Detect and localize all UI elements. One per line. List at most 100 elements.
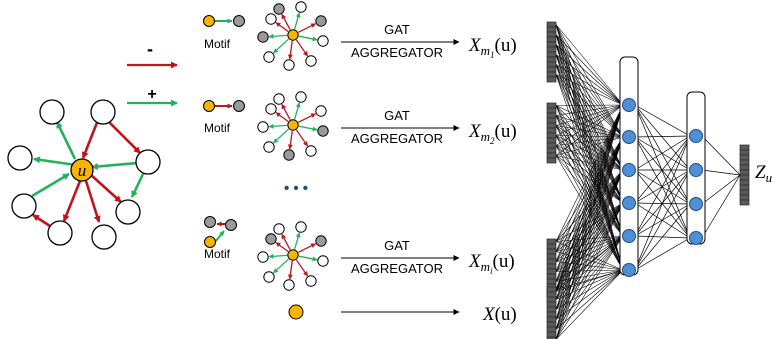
subgraph-edge: [281, 13, 291, 31]
mlp-edge: [555, 74, 624, 138]
mlp-edge: [634, 135, 691, 171]
vector-cell: [546, 316, 557, 323]
mlp-edge: [555, 202, 624, 330]
mlp-edge: [634, 136, 691, 171]
mlp-edge: [555, 54, 624, 106]
subgraph-center-node: [287, 29, 299, 41]
vector-cell: [546, 273, 557, 280]
subgraph-edge: [294, 12, 301, 30]
mlp-edge: [634, 104, 691, 137]
vector-cell: [546, 137, 557, 144]
mlp-edge: [555, 24, 624, 138]
vector-cell: [739, 159, 750, 166]
mlp-edge: [634, 135, 691, 237]
subgraph-edge: [294, 232, 301, 250]
subgraph-edge: [298, 255, 318, 262]
vector-cell: [546, 41, 557, 48]
vector-cell: [739, 144, 750, 151]
mlp-edge: [555, 136, 624, 339]
mlp-edge: [555, 169, 624, 330]
hidden-node: [622, 163, 636, 177]
subgraph-node: [265, 103, 277, 115]
subgraph-node: [305, 145, 317, 157]
mlp-edge: [555, 169, 624, 272]
vector-cell: [546, 311, 557, 318]
mlp-edge: [555, 64, 624, 204]
subgraph-node: [295, 1, 307, 13]
mlp-edge: [555, 202, 624, 339]
mlp-edge: [555, 64, 624, 106]
mlp-edge: [555, 44, 624, 171]
subgraph-edge: [268, 33, 288, 39]
mlp-edge: [555, 169, 624, 300]
ellipsis-dots: • • •: [284, 180, 308, 197]
mlp-edge: [555, 269, 624, 330]
subgraph-node: [305, 55, 317, 67]
mlp-edge: [555, 235, 624, 330]
vector-m2: [546, 102, 557, 164]
subgraph-node: [263, 51, 275, 63]
hidden-node: [622, 98, 636, 112]
motif-i-label: Motif: [204, 247, 231, 261]
subgraph-edge: [298, 243, 317, 253]
vector-cell: [546, 31, 557, 38]
mlp-hidden-nodes: [622, 98, 703, 277]
vector-cell: [546, 336, 557, 339]
mlp-edge: [555, 104, 624, 106]
aggregator-1-line2: AGGREGATOR: [351, 45, 443, 60]
mlp-edge: [555, 44, 624, 138]
mlp-edge: [634, 104, 691, 205]
hidden-node: [622, 196, 636, 210]
mlp-edge: [555, 169, 624, 282]
hidden-node: [622, 229, 636, 243]
subgraph-node: [295, 91, 307, 103]
subgraph-edge: [298, 35, 318, 42]
mlp-edge: [555, 104, 624, 136]
mlp-edge: [555, 24, 624, 171]
vector-cell: [546, 127, 557, 134]
mlp-edge: [634, 135, 691, 204]
vector-cell: [546, 326, 557, 333]
mlp-edge: [555, 44, 624, 204]
vector-cell: [546, 147, 557, 154]
vector-cell: [546, 46, 557, 53]
motif-2-label: Motif: [204, 121, 231, 135]
mlp-edge: [701, 135, 741, 176]
subgraph-edge: [298, 113, 317, 123]
edge-sign-legend: - +: [127, 39, 178, 107]
subgraph-node: [295, 221, 307, 233]
positive-sign-label: +: [147, 86, 156, 103]
vector-cell: [546, 132, 557, 139]
mlp-edge: [555, 64, 624, 171]
vector-cell: [739, 184, 750, 191]
vector-cell: [546, 76, 557, 83]
mlp-edge: [634, 135, 691, 138]
mlp-edge: [555, 136, 624, 282]
subgraph-edge: [275, 22, 289, 32]
mlp-edge: [555, 136, 624, 300]
mlp-edge: [555, 136, 624, 272]
mlp-edge: [555, 202, 624, 282]
embedding-vectors: [546, 21, 750, 339]
mlp-edge: [555, 104, 624, 300]
subgraph-edge: [295, 259, 309, 277]
mlp-edge: [555, 169, 624, 320]
vector-cell: [739, 149, 750, 156]
vector-cell: [546, 117, 557, 124]
vector-zu: [739, 144, 750, 206]
mlp-edge: [555, 169, 624, 310]
mlp-edge: [555, 235, 624, 339]
embedding-label-m2: Xm2(u): [468, 121, 517, 146]
subgraph-edge: [298, 23, 317, 33]
subgraph-node: [315, 15, 327, 27]
vector-cell: [546, 71, 557, 78]
mlp-edge: [555, 104, 624, 126]
raw-feature-row: [288, 304, 460, 320]
aggregator-i-line2: AGGREGATOR: [351, 261, 443, 276]
vector-cell: [546, 21, 557, 28]
mlp-edge: [634, 203, 691, 271]
gat-aggregator-i: GAT AGGREGATOR: [341, 238, 460, 276]
mlp-edge: [555, 104, 624, 262]
mlp-edge: [555, 54, 624, 138]
